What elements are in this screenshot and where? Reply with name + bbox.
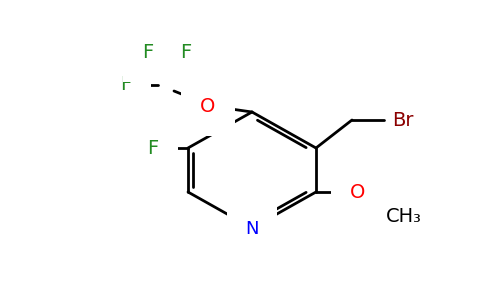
Text: F: F bbox=[121, 76, 132, 94]
Text: F: F bbox=[181, 44, 192, 62]
Text: O: O bbox=[200, 98, 216, 116]
Text: F: F bbox=[147, 139, 159, 158]
Text: N: N bbox=[245, 220, 259, 238]
Text: O: O bbox=[350, 182, 366, 202]
Text: F: F bbox=[142, 44, 153, 62]
Text: Br: Br bbox=[392, 110, 413, 130]
Text: CH₃: CH₃ bbox=[386, 206, 422, 226]
